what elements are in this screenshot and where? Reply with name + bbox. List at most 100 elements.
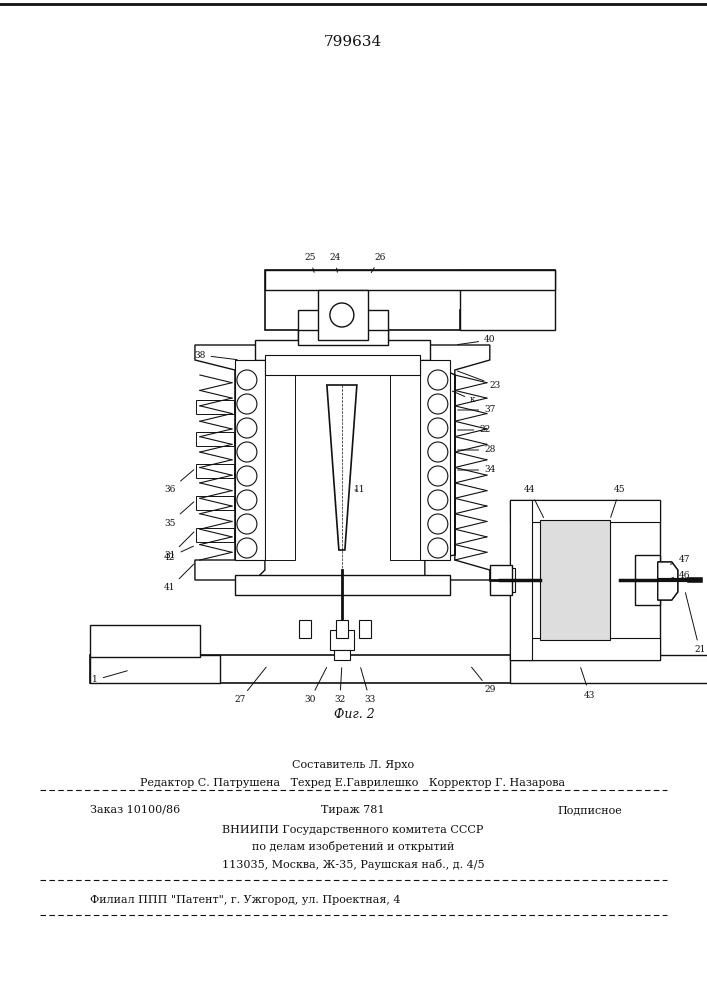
Text: Фиг. 2: Фиг. 2: [334, 708, 375, 722]
Bar: [196, 400, 234, 414]
Circle shape: [237, 490, 257, 510]
Bar: [196, 496, 234, 510]
Text: Филиал ППП "Патент", г. Ужгород, ул. Проектная, 4: Филиал ППП "Патент", г. Ужгород, ул. Про…: [90, 895, 400, 905]
Bar: [540, 520, 609, 640]
Bar: [90, 655, 590, 683]
Text: 34: 34: [457, 466, 496, 475]
Text: 799634: 799634: [324, 35, 382, 49]
Polygon shape: [265, 270, 555, 330]
Text: Заказ 10100/86: Заказ 10100/86: [90, 805, 180, 815]
Bar: [235, 360, 265, 560]
Text: 24: 24: [329, 253, 341, 272]
Text: 35: 35: [164, 502, 194, 528]
Bar: [359, 620, 371, 638]
Bar: [390, 375, 420, 560]
Circle shape: [237, 466, 257, 486]
Circle shape: [237, 370, 257, 390]
Circle shape: [237, 442, 257, 462]
Bar: [336, 620, 348, 638]
Bar: [318, 290, 368, 340]
Bar: [318, 290, 368, 340]
Circle shape: [428, 490, 448, 510]
Text: Редактор С. Патрушена   Техред Е.Гаврилешко   Корректор Г. Назарова: Редактор С. Патрушена Техред Е.Гаврилешк…: [140, 778, 566, 788]
Bar: [298, 330, 388, 345]
Circle shape: [428, 394, 448, 414]
Bar: [255, 340, 430, 360]
Text: 41: 41: [164, 564, 194, 592]
Bar: [510, 500, 532, 660]
Text: 25: 25: [304, 253, 315, 272]
Circle shape: [428, 442, 448, 462]
Bar: [510, 500, 532, 660]
Text: 37: 37: [457, 406, 496, 414]
Bar: [265, 355, 420, 375]
Bar: [298, 310, 388, 340]
Bar: [540, 520, 609, 640]
Circle shape: [237, 514, 257, 534]
Polygon shape: [460, 270, 555, 330]
Bar: [490, 568, 515, 592]
Bar: [334, 650, 350, 660]
Bar: [235, 360, 265, 560]
Bar: [196, 496, 234, 510]
Bar: [196, 464, 234, 478]
Text: 44: 44: [524, 486, 544, 518]
Text: 47: 47: [670, 556, 691, 564]
Circle shape: [330, 303, 354, 327]
Bar: [420, 360, 450, 560]
Bar: [196, 464, 234, 478]
Text: Тираж 781: Тираж 781: [321, 805, 385, 815]
Bar: [390, 375, 420, 560]
Text: 23: 23: [457, 371, 501, 389]
Bar: [90, 625, 200, 657]
Bar: [299, 620, 311, 638]
Bar: [90, 655, 590, 683]
Text: 45: 45: [611, 486, 626, 517]
Bar: [510, 500, 660, 660]
Polygon shape: [658, 562, 678, 600]
Bar: [490, 565, 512, 595]
Bar: [235, 575, 450, 595]
Bar: [90, 655, 220, 683]
Bar: [510, 655, 707, 683]
Text: 46: 46: [672, 570, 691, 580]
Polygon shape: [327, 385, 357, 550]
Text: Подписное: Подписное: [557, 805, 622, 815]
Bar: [265, 375, 295, 560]
Bar: [510, 638, 660, 660]
Bar: [298, 310, 388, 340]
Bar: [196, 432, 234, 446]
Text: 28: 28: [457, 446, 496, 454]
Text: 43: 43: [580, 668, 595, 700]
Text: 40: 40: [457, 336, 496, 345]
Bar: [196, 528, 234, 542]
Bar: [265, 355, 420, 375]
Text: 26: 26: [371, 253, 385, 273]
Circle shape: [428, 514, 448, 534]
Polygon shape: [195, 345, 265, 580]
Text: 32: 32: [334, 668, 346, 704]
Polygon shape: [425, 345, 490, 580]
Bar: [330, 630, 354, 650]
Bar: [298, 330, 388, 345]
Circle shape: [237, 394, 257, 414]
Bar: [420, 360, 450, 560]
Bar: [196, 400, 234, 414]
Text: Составитель Л. Ярхо: Составитель Л. Ярхо: [292, 760, 414, 770]
Bar: [510, 500, 660, 522]
Text: 27: 27: [234, 667, 266, 704]
Bar: [510, 500, 660, 660]
Text: 1: 1: [92, 671, 127, 684]
Bar: [490, 568, 515, 592]
Bar: [90, 655, 220, 683]
Text: 36: 36: [164, 470, 194, 494]
Text: 21: 21: [685, 593, 706, 654]
Text: 113035, Москва, Ж-35, Раушская наб., д. 4/5: 113035, Москва, Ж-35, Раушская наб., д. …: [221, 858, 484, 869]
Bar: [635, 555, 660, 605]
Bar: [510, 638, 660, 660]
Bar: [490, 565, 512, 595]
Bar: [255, 340, 430, 360]
Circle shape: [428, 466, 448, 486]
Polygon shape: [658, 562, 678, 600]
Bar: [196, 432, 234, 446]
